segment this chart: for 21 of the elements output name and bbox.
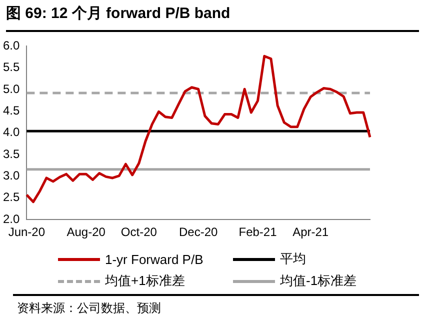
y-tick-label: 3.0 bbox=[2, 168, 20, 183]
y-tick-label: 3.5 bbox=[2, 146, 20, 161]
x-tick-label: Apr-21 bbox=[292, 225, 329, 240]
y-tick-label: 5.5 bbox=[2, 60, 20, 74]
y-tick-label: 2.0 bbox=[2, 212, 20, 226]
x-tick-label: Aug-20 bbox=[66, 225, 106, 240]
legend-label: 均值-1标准差 bbox=[280, 272, 357, 290]
y-tick-label: 5.0 bbox=[2, 82, 20, 96]
legend-label: 1-yr Forward P/B bbox=[105, 252, 204, 266]
x-tick-label: Dec-20 bbox=[178, 225, 218, 240]
chart-title: 图 69: 12 个月 forward P/B band bbox=[6, 4, 230, 23]
y-tick-label: 2.5 bbox=[2, 190, 20, 204]
y-tick-label: 6.0 bbox=[2, 38, 20, 53]
y-tick-label: 4.0 bbox=[2, 125, 20, 140]
legend-label: 平均 bbox=[280, 250, 306, 268]
text: 资料来源：公司数据、预测 bbox=[17, 300, 161, 317]
x-tick-label: Jun-20 bbox=[8, 225, 46, 240]
x-tick-label: Oct-20 bbox=[120, 225, 158, 240]
y-tick-label: 4.5 bbox=[2, 104, 20, 118]
x-tick-label: Feb-21 bbox=[238, 225, 278, 240]
legend-label: 均值+1标准差 bbox=[105, 272, 185, 290]
